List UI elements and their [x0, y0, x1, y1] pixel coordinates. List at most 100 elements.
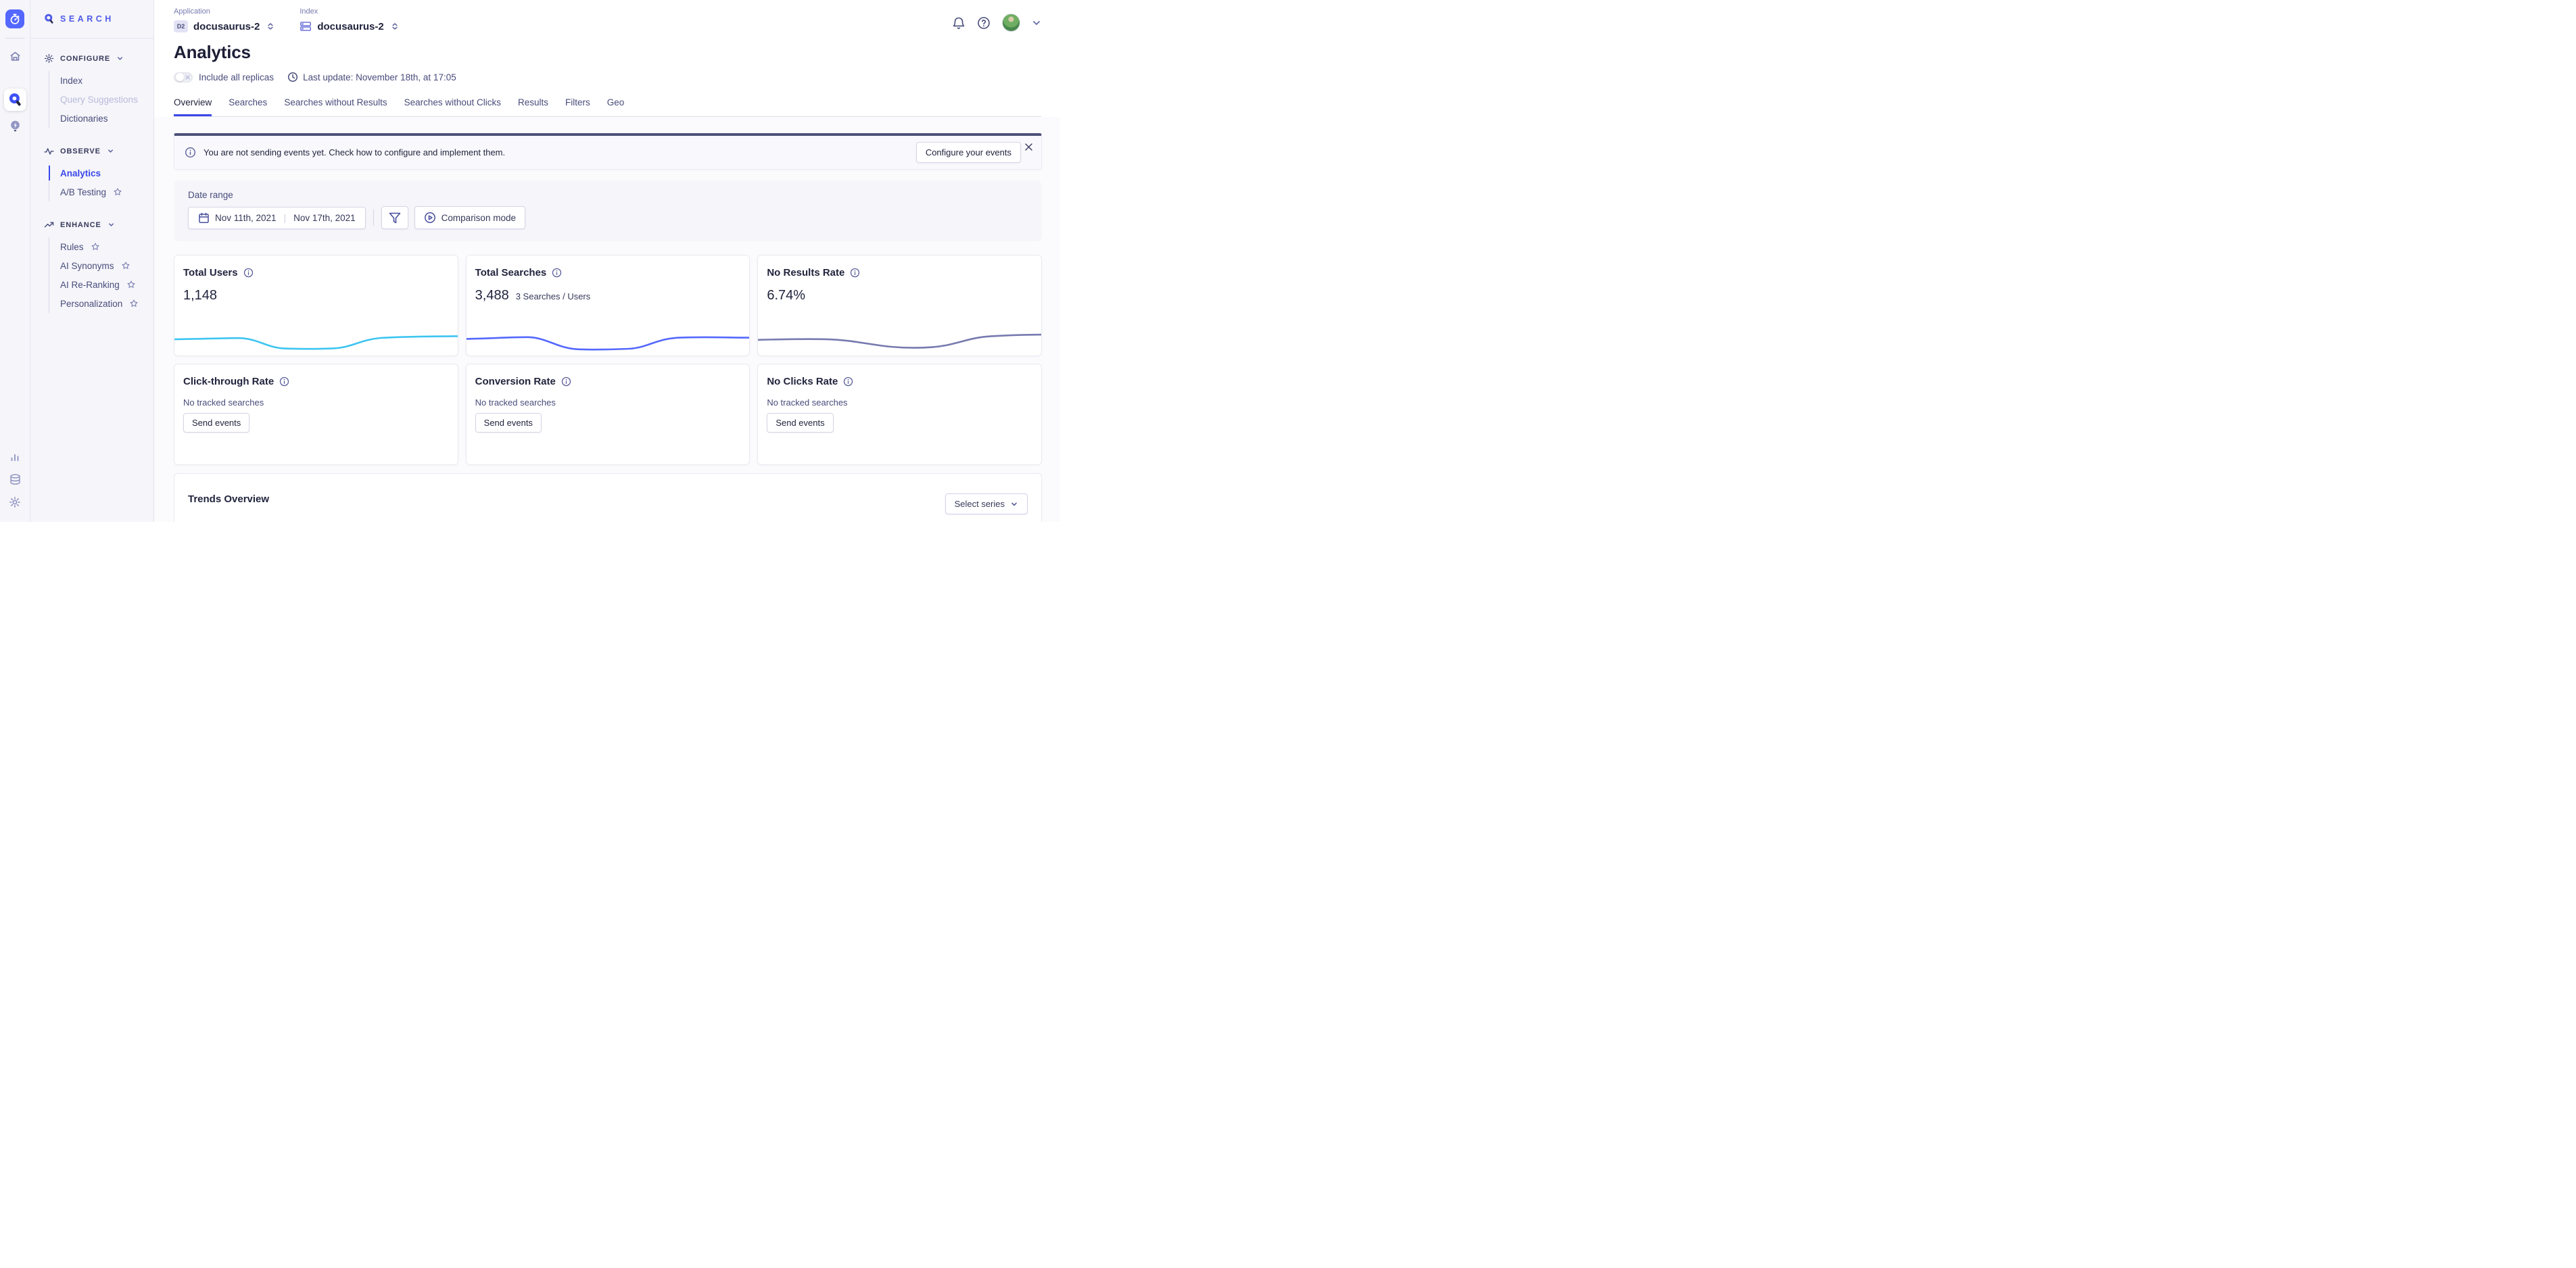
notifications-bell-icon[interactable]	[952, 16, 965, 30]
comparison-mode-label: Comparison mode	[441, 212, 516, 223]
section-header-configure[interactable]: CONFIGURE	[44, 53, 148, 64]
tab-searches-without-results[interactable]: Searches without Results	[284, 97, 387, 107]
home-icon[interactable]	[4, 46, 26, 66]
no-tracked-searches-label: No tracked searches	[183, 397, 264, 408]
send-events-button[interactable]: Send events	[475, 413, 542, 433]
sidebar-item-ai-synonyms[interactable]: AI Synonyms	[60, 256, 148, 275]
sidebar-item-ab-testing[interactable]: A/B Testing	[60, 182, 148, 201]
info-icon[interactable]	[561, 376, 571, 387]
send-events-button[interactable]: Send events	[767, 413, 834, 433]
info-icon[interactable]	[843, 376, 853, 387]
vertical-divider	[373, 210, 374, 226]
topbar-right	[952, 7, 1041, 32]
configure-events-button[interactable]: Configure your events	[915, 142, 1021, 163]
index-icon	[300, 20, 312, 32]
card-total-users: Total Users 1,148	[174, 255, 458, 356]
send-events-label: Send events	[776, 418, 825, 428]
metric-value: 3,488	[475, 288, 509, 303]
star-icon[interactable]	[129, 299, 139, 308]
app-logo-button[interactable]	[5, 9, 24, 28]
account-menu-chevron-icon[interactable]	[1032, 18, 1041, 28]
date-separator: |	[283, 212, 287, 223]
star-icon[interactable]	[126, 280, 136, 289]
tab-geo[interactable]: Geo	[606, 97, 625, 107]
recommend-icon[interactable]	[4, 116, 26, 136]
sidebar-item-label: Analytics	[60, 168, 101, 178]
section-header-observe[interactable]: OBSERVE	[44, 146, 148, 156]
sidebar-nav: CONFIGURE Index Query Suggestions Dictio…	[30, 39, 153, 331]
info-icon[interactable]	[279, 376, 289, 387]
tab-searches[interactable]: Searches	[229, 97, 268, 107]
sidebar-item-label: A/B Testing	[60, 187, 107, 197]
date-range-picker[interactable]: Nov 11th, 2021 | Nov 17th, 2021	[188, 206, 366, 229]
date-range-panel: Date range Nov 11th, 2021 | Nov 17th, 20…	[174, 180, 1042, 241]
send-events-label: Send events	[483, 418, 533, 428]
app-rail	[0, 0, 30, 522]
tab-filters[interactable]: Filters	[565, 97, 590, 107]
sidebar-item-label: Query Suggestions	[60, 94, 138, 105]
funnel-icon	[389, 212, 401, 224]
unfold-icon	[266, 22, 275, 30]
filter-button[interactable]	[381, 206, 408, 229]
clock-icon	[287, 72, 298, 82]
application-selector[interactable]: D2 docusaurus-2	[174, 20, 275, 32]
select-series-dropdown[interactable]: Select series	[945, 493, 1028, 514]
sidebar-item-rules[interactable]: Rules	[60, 237, 148, 256]
overview-panel: You are not sending events yet. Check ho…	[154, 117, 1060, 522]
sidebar-item-label: Index	[60, 75, 83, 86]
total-searches-sparkline	[466, 329, 750, 352]
section-label: ENHANCE	[60, 220, 101, 229]
card-total-searches: Total Searches 3,488 3 Searches / Users	[465, 255, 750, 356]
search-icon	[8, 93, 22, 107]
unfold-icon	[391, 22, 399, 30]
card-title: Conversion Rate	[475, 376, 556, 387]
send-events-button[interactable]: Send events	[183, 413, 250, 433]
info-icon[interactable]	[552, 268, 562, 278]
main-area: Application D2 docusaurus-2 Index	[154, 0, 1060, 522]
sidebar-item-personalization[interactable]: Personalization	[60, 294, 148, 313]
sidebar-item-label: AI Re-Ranking	[60, 279, 120, 290]
index-selector[interactable]: docusaurus-2	[300, 20, 398, 32]
comparison-mode-button[interactable]: Comparison mode	[414, 206, 525, 229]
tab-searches-without-clicks[interactable]: Searches without Clicks	[404, 97, 501, 107]
star-icon[interactable]	[91, 242, 100, 251]
index-value: docusaurus-2	[317, 20, 384, 32]
toggle-knob	[176, 73, 184, 81]
info-icon[interactable]	[850, 268, 860, 278]
star-icon[interactable]	[121, 261, 130, 270]
metric-value: 6.74%	[767, 288, 806, 303]
no-tracked-searches-label: No tracked searches	[475, 397, 556, 408]
sidebar-item-analytics[interactable]: Analytics	[49, 164, 148, 182]
last-update: Last update: November 18th, at 17:05	[287, 72, 456, 82]
brand: SEARCH	[30, 0, 153, 39]
rail-item-search-active[interactable]	[3, 89, 26, 111]
gear-icon	[44, 53, 54, 64]
sidebar-item-ai-re-ranking[interactable]: AI Re-Ranking	[60, 275, 148, 294]
play-circle-icon	[424, 212, 436, 224]
card-title: Total Searches	[475, 267, 547, 278]
user-avatar[interactable]	[1002, 14, 1020, 32]
star-icon[interactable]	[113, 187, 122, 197]
metric-value: 1,148	[183, 288, 218, 303]
chevron-down-icon	[108, 221, 115, 228]
sidebar-item-query-suggestions[interactable]: Query Suggestions	[60, 90, 148, 109]
help-icon[interactable]	[977, 16, 991, 30]
usage-analytics-icon[interactable]	[4, 446, 26, 466]
sidebar-item-dictionaries[interactable]: Dictionaries	[60, 109, 148, 128]
data-sources-icon[interactable]	[4, 469, 26, 489]
include-replicas-toggle[interactable]	[174, 72, 193, 82]
banner-close-icon[interactable]	[1024, 143, 1033, 151]
section-label: OBSERVE	[60, 147, 101, 155]
section-header-enhance[interactable]: ENHANCE	[44, 220, 148, 230]
sidebar-item-index[interactable]: Index	[60, 71, 148, 90]
info-icon[interactable]	[243, 268, 254, 278]
stopwatch-icon	[9, 13, 21, 25]
last-update-text: Last update: November 18th, at 17:05	[303, 72, 456, 82]
chevron-down-icon	[107, 147, 114, 155]
nav-section-configure: CONFIGURE Index Query Suggestions Dictio…	[44, 53, 148, 128]
tab-overview[interactable]: Overview	[174, 97, 212, 116]
card-no-results-rate: No Results Rate 6.74%	[757, 255, 1042, 356]
tab-results[interactable]: Results	[517, 97, 548, 107]
no-tracked-searches-label: No tracked searches	[767, 397, 848, 408]
settings-gear-icon[interactable]	[4, 492, 26, 512]
